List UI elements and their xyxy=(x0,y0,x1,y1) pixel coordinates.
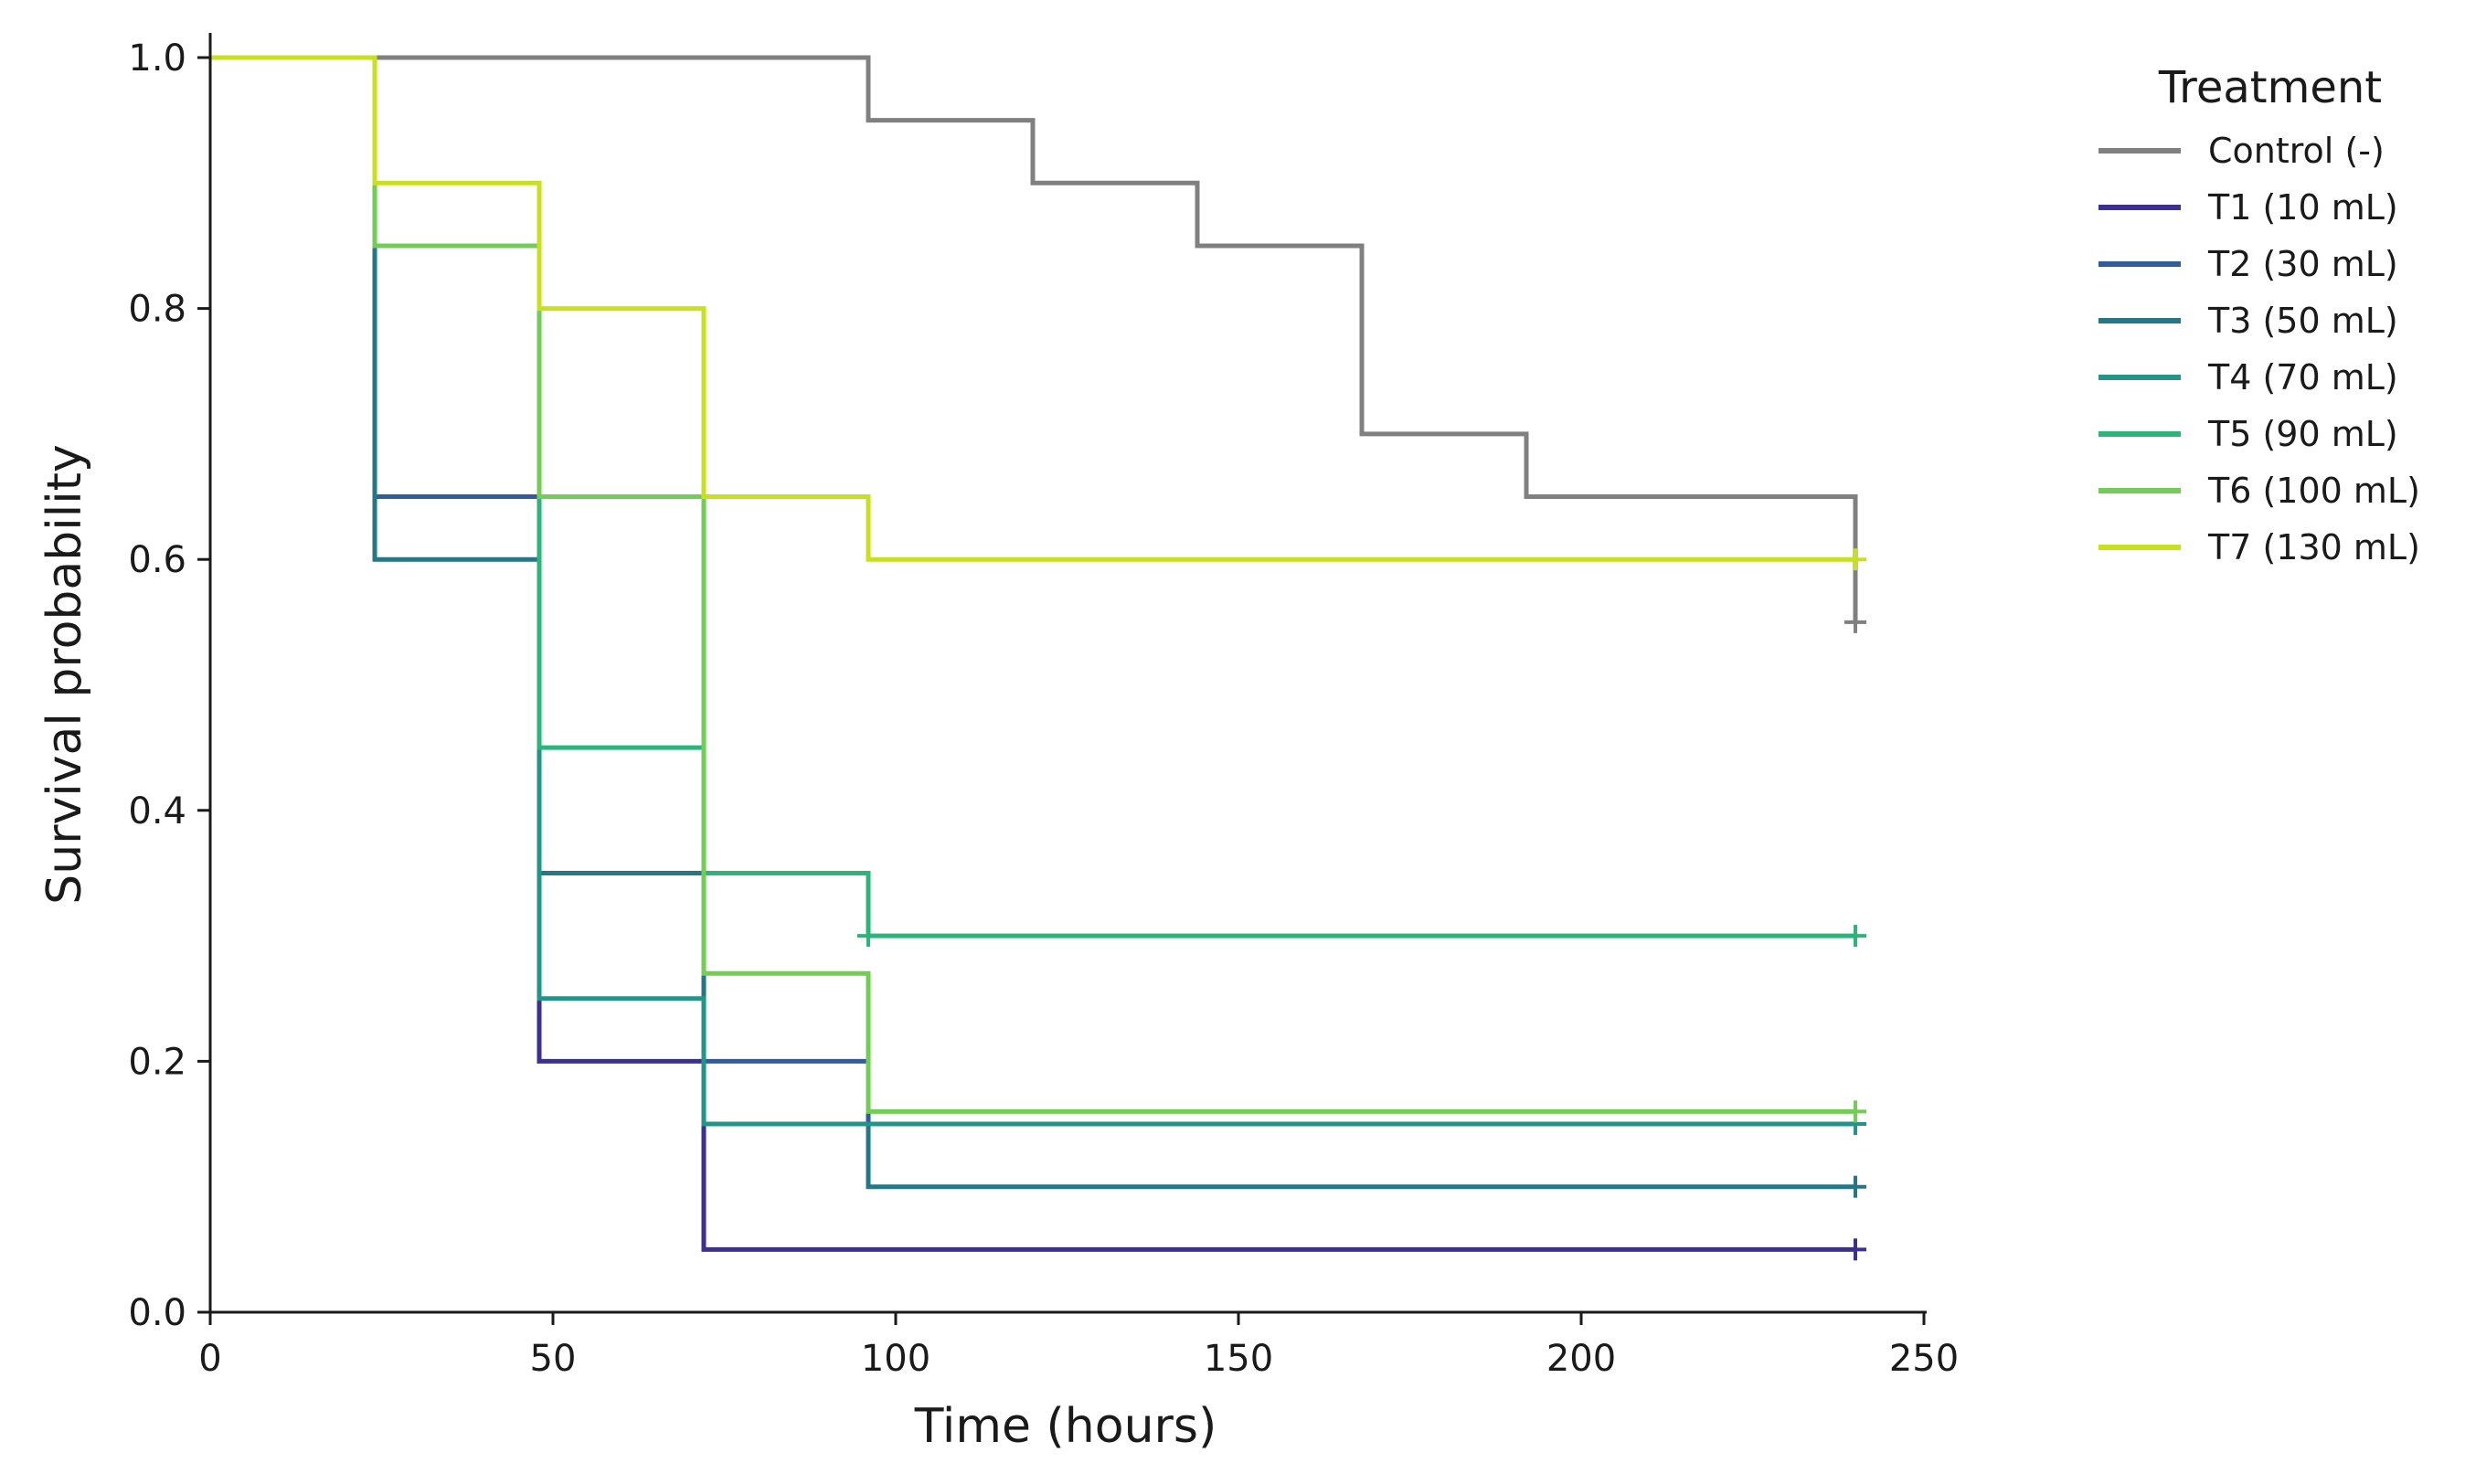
legend-label: T1 (10 mL) xyxy=(2207,187,2398,228)
series-line-0 xyxy=(210,55,1858,622)
series-line-6 xyxy=(210,55,1855,1114)
legend: Treatment Control (-) T1 (10 mL) T2 (30 mL… xyxy=(2098,62,2420,567)
y-tick-label: 0.6 xyxy=(128,539,186,581)
legend-label: Control (-) xyxy=(2208,131,2385,171)
legend-label: T7 (130 mL) xyxy=(2207,527,2420,567)
y-axis-title: Survival probability xyxy=(37,444,92,905)
legend-items: Control (-) T1 (10 mL) T2 (30 mL) T3 (50 mL… xyxy=(2098,131,2420,567)
x-axis-ticks: 0 50 100 150 200 250 xyxy=(198,1312,1959,1380)
y-axis-ticks: 0.0 0.2 0.4 0.6 0.8 1.0 xyxy=(128,37,210,1334)
y-tick-label: 0.4 xyxy=(128,790,186,832)
series-line-7 xyxy=(210,55,1855,562)
legend-label: T4 (70 mL) xyxy=(2207,357,2398,398)
x-tick-label: 200 xyxy=(1546,1338,1616,1380)
legend-label: T5 (90 mL) xyxy=(2207,414,2398,454)
series-line-3 xyxy=(210,55,1855,1190)
series-line-4 xyxy=(210,55,1855,1127)
series-line-2 xyxy=(210,55,1855,1127)
x-axis-title: Time (hours) xyxy=(914,1399,1217,1454)
x-tick-label: 250 xyxy=(1889,1338,1959,1380)
legend-label: T6 (100 mL) xyxy=(2207,471,2420,511)
x-tick-label: 150 xyxy=(1204,1338,1273,1380)
y-tick-label: 0.0 xyxy=(128,1292,186,1334)
y-tick-label: 1.0 xyxy=(128,37,186,80)
axes xyxy=(208,33,1927,1314)
legend-label: T2 (30 mL) xyxy=(2207,244,2398,284)
x-tick-label: 0 xyxy=(198,1338,221,1380)
y-tick-label: 0.8 xyxy=(128,289,186,331)
legend-label: T3 (50 mL) xyxy=(2207,301,2398,341)
x-tick-label: 100 xyxy=(861,1338,930,1380)
series-line-1 xyxy=(210,55,1855,1252)
y-tick-label: 0.2 xyxy=(128,1041,186,1083)
x-tick-label: 50 xyxy=(530,1338,577,1380)
plot-lines xyxy=(210,55,1866,1261)
legend-title: Treatment xyxy=(2158,62,2382,113)
